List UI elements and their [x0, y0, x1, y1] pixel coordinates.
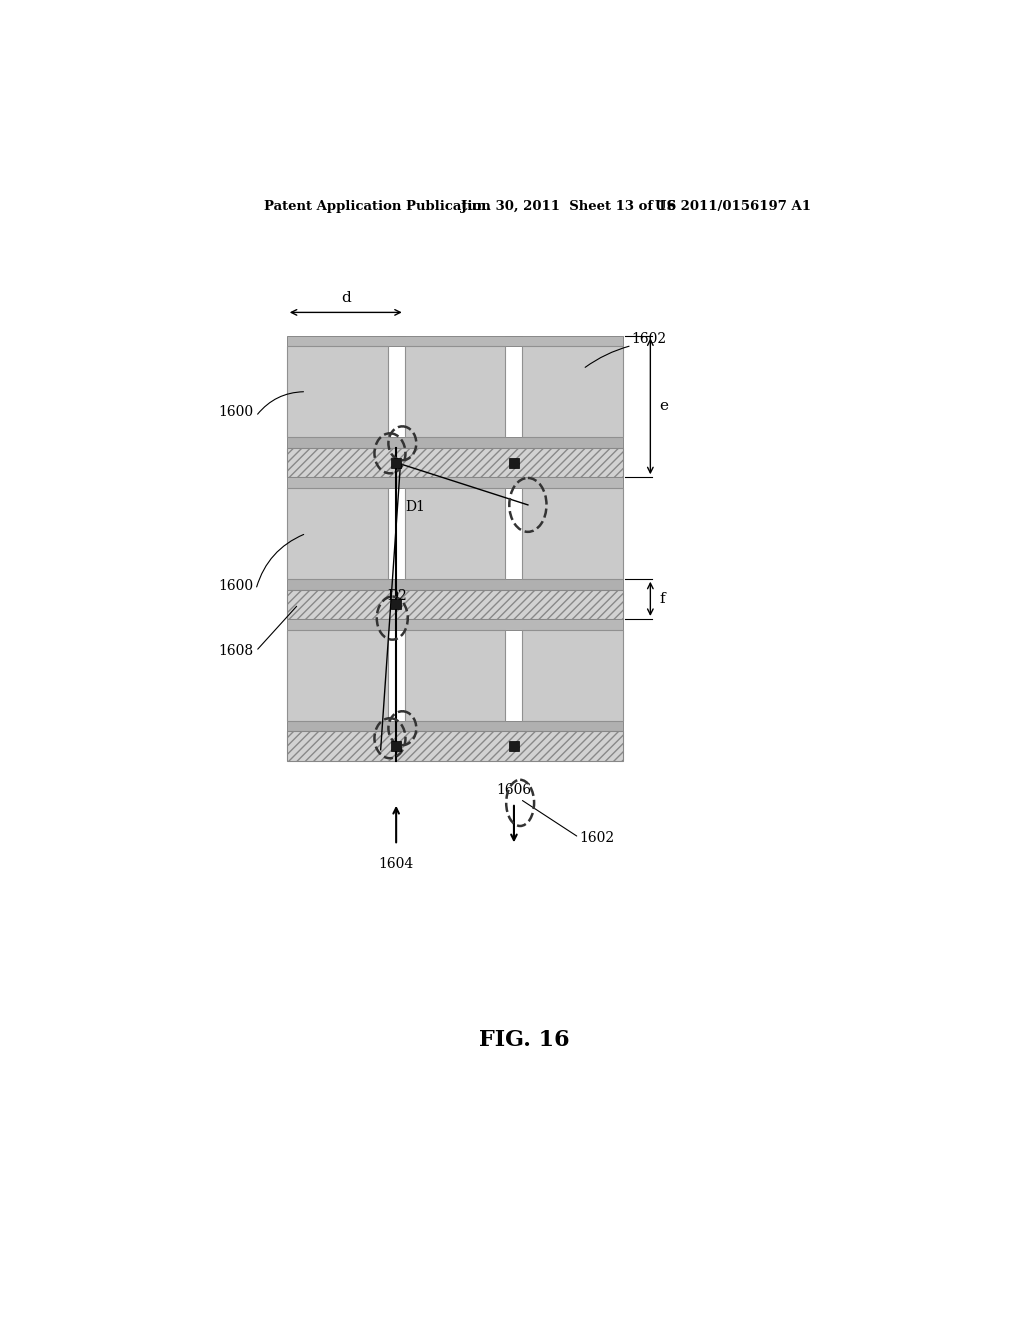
Bar	[404, 346, 506, 437]
Bar	[509, 741, 519, 751]
Text: US 2011/0156197 A1: US 2011/0156197 A1	[655, 199, 811, 213]
Text: D1: D1	[406, 499, 425, 513]
Text: Jun. 30, 2011  Sheet 13 of 16: Jun. 30, 2011 Sheet 13 of 16	[461, 199, 677, 213]
Bar	[287, 731, 624, 760]
Bar	[287, 447, 624, 478]
Bar	[287, 478, 624, 488]
Text: FIG. 16: FIG. 16	[479, 1030, 570, 1051]
Text: f: f	[659, 591, 666, 606]
Text: 1600: 1600	[218, 405, 254, 420]
Text: Patent Application Publication: Patent Application Publication	[263, 199, 490, 213]
Bar	[287, 578, 624, 590]
Bar	[287, 335, 624, 346]
Bar	[287, 630, 388, 721]
Text: D2: D2	[387, 589, 407, 603]
Text: 1602: 1602	[579, 830, 614, 845]
Text: 1608: 1608	[218, 644, 254, 659]
Text: d: d	[341, 290, 350, 305]
Text: e: e	[659, 400, 669, 413]
Bar	[391, 458, 401, 467]
Bar	[287, 590, 624, 619]
Bar	[522, 630, 624, 721]
Text: 1604: 1604	[379, 857, 414, 871]
Bar	[522, 346, 624, 437]
Text: 1600: 1600	[218, 578, 254, 593]
Bar	[509, 458, 519, 467]
Bar	[287, 619, 624, 630]
Bar	[404, 488, 506, 578]
Bar	[522, 488, 624, 578]
Bar	[404, 630, 506, 721]
Text: 1602: 1602	[632, 333, 667, 346]
Bar	[287, 721, 624, 731]
Bar	[391, 599, 401, 610]
Bar	[287, 346, 388, 437]
Bar	[287, 437, 624, 447]
Bar	[391, 741, 401, 751]
Bar	[287, 488, 388, 578]
Text: 1606: 1606	[497, 783, 531, 797]
